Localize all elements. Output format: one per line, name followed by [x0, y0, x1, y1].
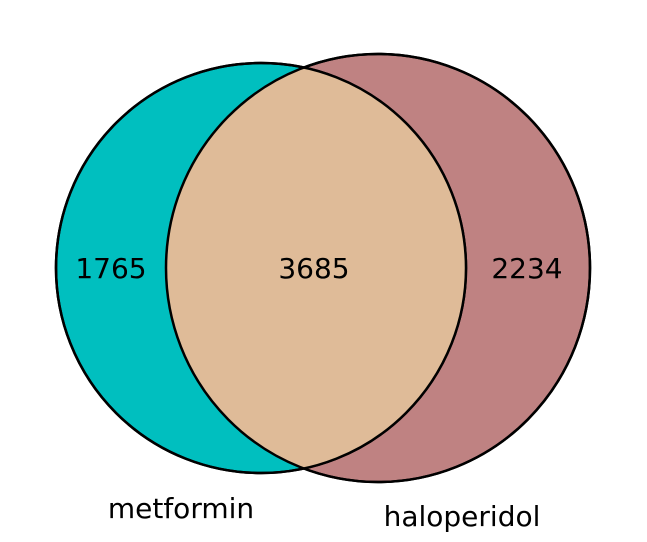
metformin-outline [54, 61, 468, 475]
only-haloperidol-count: 2234 [491, 252, 562, 285]
haloperidol-label: haloperidol [384, 500, 541, 533]
only-metformin-count: 1765 [75, 252, 146, 285]
metformin-label: metformin [108, 492, 254, 525]
haloperidol-outline [164, 52, 592, 484]
intersection-region [166, 63, 466, 473]
intersection-count: 3685 [278, 252, 349, 285]
